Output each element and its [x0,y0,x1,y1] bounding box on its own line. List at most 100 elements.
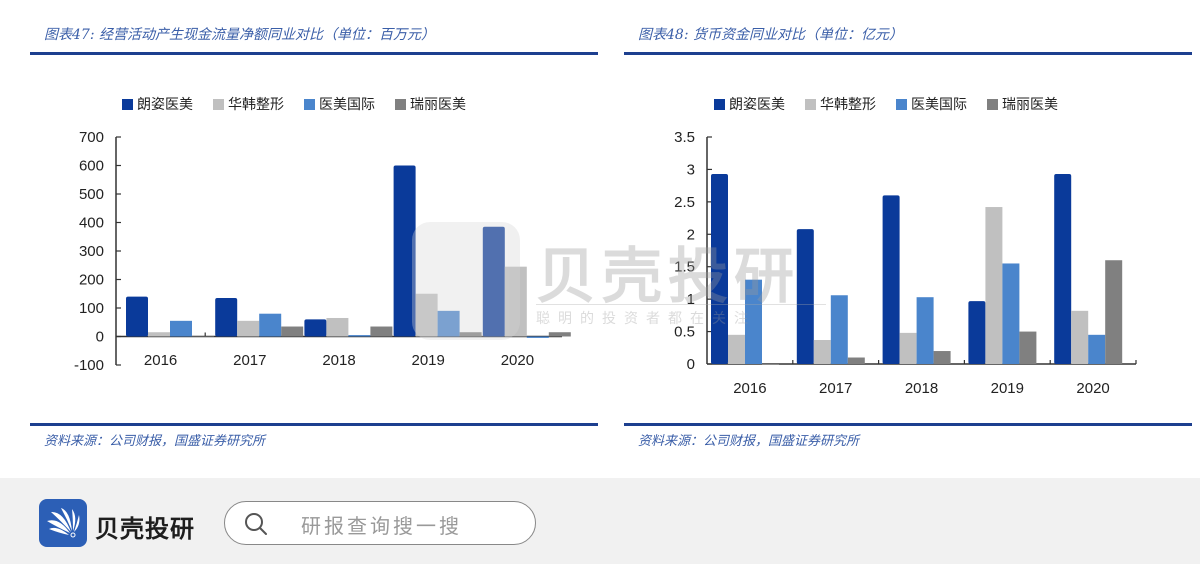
bar [304,319,327,337]
bar [393,165,416,337]
bar [882,195,900,364]
bar [1071,310,1089,364]
bar [326,317,349,337]
bar [813,340,831,364]
x-tick-label: 2019 [991,380,1024,397]
title-divider [30,52,598,55]
bar [830,295,848,364]
y-tick-label: 100 [79,300,104,317]
x-tick-label: 2018 [905,380,938,397]
chart-legend: 朗姿医美 华韩整形 医美国际 瑞丽医美 [122,94,466,114]
bar [1088,334,1106,364]
y-tick-label: 3 [687,161,695,178]
bar [985,207,1003,364]
bar [437,310,460,337]
legend-label: 医美国际 [911,97,967,113]
bar-chart-cashflow: -100 0 100 200 300 400 500 600 700 2016 2017 2018 20… [74,129,571,374]
x-tick-label: 2020 [501,352,534,369]
source-divider [30,423,598,426]
bar [933,351,951,364]
bar [459,332,482,337]
x-tick-label: 2018 [322,352,355,369]
bar-chart-cash-holdings: 0 0.5 1 1.5 2 2.5 3 3.5 2016 2017 2018 2019 2020 [674,129,1137,397]
bar [215,298,238,337]
y-tick-label: 3.5 [674,129,695,146]
y-tick-label: -100 [74,357,104,374]
legend-item: 医美国际 [896,94,967,114]
legend-item: 朗姿医美 [714,94,785,114]
x-tick-label: 2016 [144,352,177,369]
legend-label: 医美国际 [319,97,375,113]
chart-source: 资料来源：公司财报，国盛证券研究所 [638,434,860,449]
legend-label: 华韩整形 [820,97,876,113]
bar [745,279,762,364]
y-tick-label: 600 [79,158,104,175]
bar [504,266,527,337]
y-tick-label: 2 [687,226,695,243]
legend-label: 华韩整形 [228,97,284,113]
shell-logo-icon[interactable] [39,499,87,547]
legend-item: 华韩整形 [213,94,284,114]
x-tick-label: 2017 [233,352,266,369]
footer-bar: 贝壳投研 研报查询搜一搜 [0,478,1200,564]
y-tick-label: 1 [687,291,695,308]
bar [968,301,986,364]
legend-swatch [395,98,406,110]
y-tick-label: 0 [687,356,695,373]
legend-item: 瑞丽医美 [395,94,466,114]
y-tick-label: 1.5 [674,259,695,276]
chart-panel-47: 图表47: 经营活动产生现金流量净额同业对比（单位：百万元） 朗姿医美 华韩整形… [30,0,600,470]
title-divider [624,52,1192,55]
search-input[interactable]: 研报查询搜一搜 [224,501,536,545]
legend-swatch [213,98,224,110]
bar [1105,260,1123,364]
bar [1054,173,1072,364]
chart-panel-48: 图表48: 货币资金同业对比（单位：亿元） 朗姿医美 华韩整形 医美国际 瑞丽医… [624,0,1194,470]
y-tick-label: 500 [79,186,104,203]
legend-item: 华韩整形 [805,94,876,114]
bar [237,320,260,337]
search-placeholder: 研报查询搜一搜 [301,514,462,538]
bar [728,334,745,364]
legend-swatch [896,98,907,110]
bar [259,313,282,337]
legend-label: 瑞丽医美 [1002,97,1058,113]
legend-swatch [987,98,998,110]
legend-swatch [805,98,816,110]
chart-title: 图表47: 经营活动产生现金流量净额同业对比（单位：百万元） [44,27,435,43]
bar [847,357,865,364]
y-tick-label: 400 [79,215,104,232]
bar [148,332,170,337]
search-icon[interactable] [243,511,269,537]
source-divider [624,423,1192,426]
legend-label: 朗姿医美 [137,97,193,113]
bar [899,332,917,364]
bar [170,320,192,337]
chart-source: 资料来源：公司财报，国盛证券研究所 [44,434,266,449]
bar [1019,331,1037,364]
legend-item: 瑞丽医美 [987,94,1058,114]
y-tick-label: 0 [96,329,104,346]
bar [126,296,148,337]
legend-label: 朗姿医美 [729,97,785,113]
y-tick-label: 300 [79,243,104,260]
bar [281,326,304,337]
bar [762,364,779,365]
bar [796,229,814,364]
x-tick-label: 2017 [819,380,852,397]
y-tick-label: 200 [79,272,104,289]
chart-legend: 朗姿医美 华韩整形 医美国际 瑞丽医美 [714,94,1058,114]
bar [482,226,505,337]
bar [711,173,728,364]
bar [348,335,371,337]
footer-brand[interactable]: 贝壳投研 [95,515,195,543]
bar [1002,263,1020,364]
bar [192,336,214,337]
legend-swatch [122,98,133,110]
legend-item: 朗姿医美 [122,94,193,114]
x-tick-label: 2016 [733,380,766,397]
y-tick-label: 2.5 [674,194,695,211]
y-tick-label: 0.5 [674,324,695,341]
x-tick-label: 2019 [412,352,445,369]
chart-title: 图表48: 货币资金同业对比（单位：亿元） [638,27,903,43]
